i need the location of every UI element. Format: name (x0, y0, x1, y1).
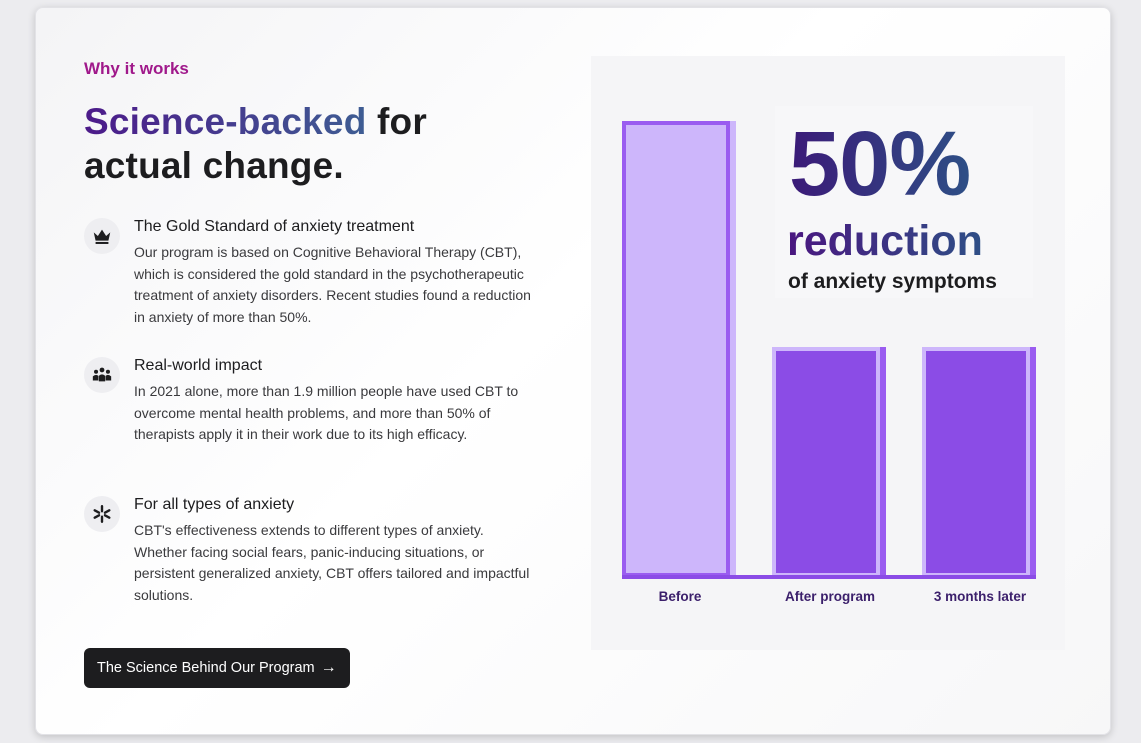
stat-callout: 50% reduction of anxiety symptoms (775, 106, 1033, 298)
science-card: Why it works Science-backed for actual ch… (35, 7, 1111, 735)
bar-3-months-later (922, 347, 1030, 577)
section-headline: Science-backed for actual change. (84, 100, 427, 188)
headline-rest-2: actual change. (84, 145, 344, 186)
stat-percentage: 50% (789, 113, 971, 215)
bar-chart: Before After program 3 months later (622, 121, 1036, 604)
bar-after-program (772, 347, 880, 577)
x-tick-label: Before (659, 589, 702, 604)
feature-text: Our program is based on Cognitive Behavi… (134, 244, 531, 326)
headline-rest-1: for (366, 101, 427, 142)
feature-title: For all types of anxiety (134, 496, 295, 513)
x-tick-label: After program (785, 589, 875, 604)
feature-text: CBT's effectiveness extends to different… (134, 522, 530, 604)
bar-before (622, 121, 730, 577)
section-eyebrow: Why it works (84, 59, 189, 78)
feature-text: In 2021 alone, more than 1.9 million peo… (134, 383, 519, 443)
arrow-right-icon: → (320, 659, 337, 676)
asterisk-icon (84, 496, 120, 532)
crown-icon (84, 218, 120, 254)
x-tick-label: 3 months later (934, 589, 1027, 604)
feature-title: The Gold Standard of anxiety treatment (134, 218, 415, 235)
stat-word: reduction (787, 217, 983, 265)
people-group-icon (84, 357, 120, 393)
cta-label: The Science Behind Our Program (97, 660, 315, 676)
stat-subtitle: of anxiety symptoms (788, 270, 997, 293)
science-program-button[interactable]: The Science Behind Our Program → (84, 648, 350, 688)
reduction-chart-panel: Before After program 3 months later 50% re… (591, 56, 1065, 650)
headline-highlight: Science-backed (84, 101, 367, 142)
feature-title: Real-world impact (134, 357, 263, 374)
